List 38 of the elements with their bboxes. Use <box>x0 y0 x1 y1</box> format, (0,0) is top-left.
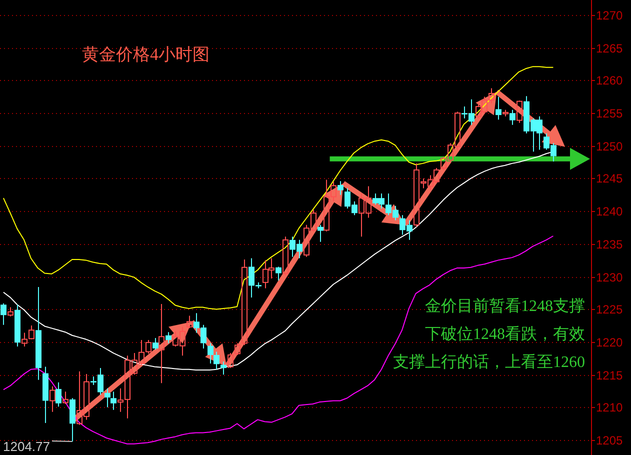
candlestick <box>208 342 214 364</box>
y-tick-label: 1230 <box>596 270 624 284</box>
annotation: 支撑上行的话，上看至1260 <box>393 353 585 371</box>
candlestick <box>22 332 28 347</box>
y-tick-label: 1255 <box>596 106 624 120</box>
y-tick-label: 1215 <box>596 368 624 382</box>
candlestick <box>56 382 62 408</box>
candlestick <box>110 391 116 410</box>
annotation: 下破位1248看跌，有效 <box>425 325 585 343</box>
y-tick-label: 1250 <box>596 140 624 154</box>
y-tick-label: 1265 <box>596 42 624 56</box>
y-tick-label: 1245 <box>596 172 624 186</box>
candlestick <box>242 259 248 346</box>
y-tick-label: 1205 <box>596 434 624 448</box>
y-tick-label: 1240 <box>596 204 624 218</box>
candlestick <box>338 180 344 196</box>
candlestick <box>158 303 164 384</box>
candlestick <box>0 302 6 326</box>
candlestick <box>276 266 282 281</box>
candlestick <box>214 351 220 370</box>
candlestick <box>318 224 324 242</box>
candlestick <box>510 109 516 126</box>
y-tick-label: 1235 <box>596 238 624 252</box>
y-tick-label: 1225 <box>596 302 624 316</box>
annotation: 金价目前暂看1248支撑 <box>425 297 585 315</box>
candlestick <box>152 337 158 350</box>
candlestick <box>166 332 172 344</box>
annotation: 1204.77 <box>3 439 50 454</box>
y-tick-label: 1260 <box>596 74 624 88</box>
y-tick-label: 1210 <box>596 400 624 414</box>
candlestick <box>220 361 226 376</box>
candlestick <box>104 388 110 408</box>
candlestick <box>496 96 502 120</box>
candlestick <box>50 386 56 412</box>
candlestick <box>62 391 68 405</box>
y-tick-label: 1220 <box>596 336 624 350</box>
y-tick-label: 1270 <box>596 8 624 22</box>
text: 黄金价格4小时图 <box>82 45 210 64</box>
